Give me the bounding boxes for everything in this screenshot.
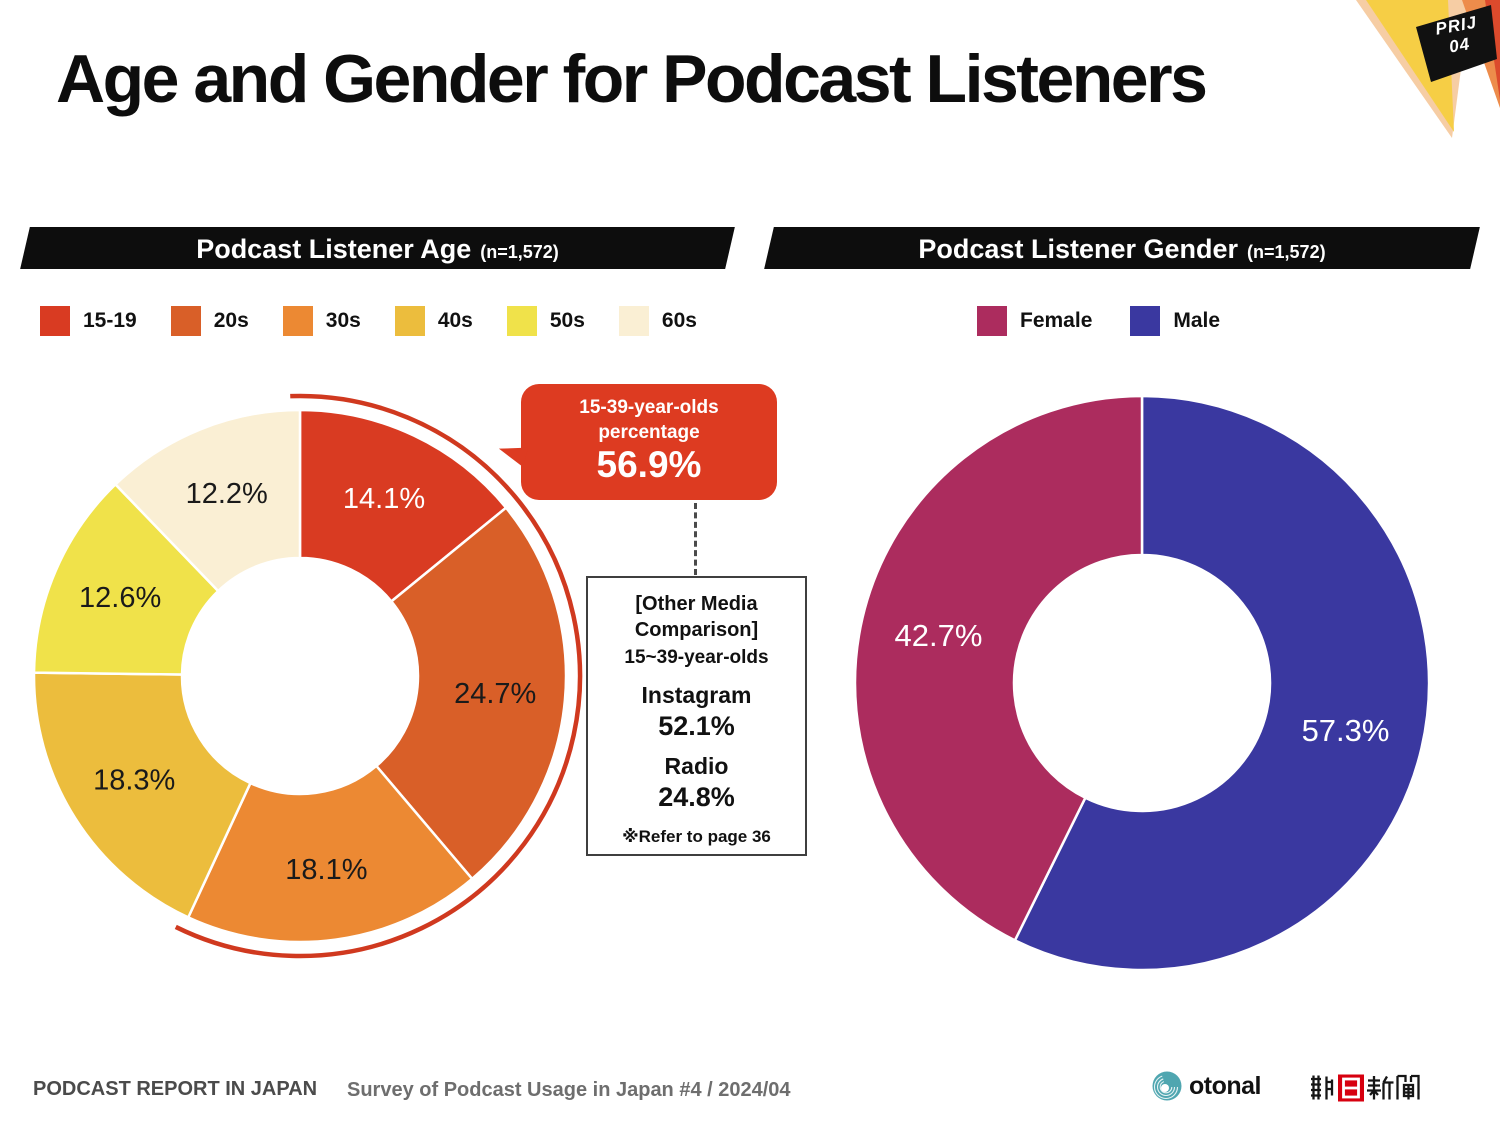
page-title: Age and Gender for Podcast Listeners <box>56 41 1208 117</box>
age-header-title: Podcast Listener Age <box>196 234 472 264</box>
corner-triangles-graphic <box>1356 0 1500 138</box>
asahi-wordmark-graphic <box>1311 1074 1420 1102</box>
age-legend-item-15-19: 15-19 <box>40 306 137 336</box>
gender-legend-item-Female: Female <box>977 306 1092 336</box>
age-legend-swatch-60s <box>618 306 649 336</box>
gender-legend-label-Female: Female <box>1020 309 1093 332</box>
age-legend-swatch-50s <box>506 306 537 336</box>
comparison-item2-value: 24.8% <box>658 782 735 812</box>
age-legend-item-60s: 60s <box>618 306 697 336</box>
age-legend-swatch-20s <box>170 306 201 336</box>
age-donut-segment-60s <box>113 408 302 593</box>
comparison-note: ※Refer to page 36 <box>622 827 771 846</box>
gender-donut-segment-Female <box>853 394 1144 943</box>
age-donut-value-label-50s: 12.6% <box>79 582 161 614</box>
age-donut-segment-15-19 <box>298 408 508 604</box>
gender-header-bar: Podcast Listener Gender (n=1,572) <box>764 227 1480 269</box>
asahi-glyph-1 <box>1311 1075 1334 1100</box>
age-donut-value-label-20s: 24.7% <box>454 678 536 710</box>
gender-donut-segment-Male <box>1013 394 1431 972</box>
other-media-comparison-box: [Other Media Comparison] 15~39-year-olds… <box>586 576 807 856</box>
age-donut-segment-50s <box>32 482 220 676</box>
age-legend-item-50s: 50s <box>506 306 585 336</box>
gender-donut-chart: 57.3% 42.7% <box>853 394 1431 972</box>
age-legend-item-20s: 20s <box>170 306 249 336</box>
age-legend: 15-19 20s 30s 40s 50s 60s <box>40 305 697 337</box>
footer-survey-label: Survey of Podcast Usage in Japan #4 / 20… <box>347 1079 791 1101</box>
gender-header-title: Podcast Listener Gender <box>918 234 1239 264</box>
age-header-bar: Podcast Listener Age (n=1,572) <box>20 227 735 269</box>
age-legend-label-60s: 60s <box>661 309 697 332</box>
asahi-shimbun-logo: 朝日新聞 <box>1308 1073 1420 1108</box>
asahi-glyph-4 <box>1396 1074 1420 1100</box>
age-legend-label-50s: 50s <box>549 309 585 332</box>
otonal-logo: otonal <box>1152 1071 1262 1101</box>
comparison-item2-name: Radio <box>664 753 729 779</box>
age-donut-value-label-30s: 18.1% <box>285 854 367 886</box>
age-donut-segment-20s <box>374 505 568 881</box>
age-donut-segment-30s <box>186 764 474 944</box>
age-legend-swatch-30s <box>282 306 313 336</box>
age-legend-item-40s: 40s <box>394 306 473 336</box>
comparison-title-line1: [Other Media <box>635 593 758 615</box>
age-legend-label-30s: 30s <box>325 309 361 332</box>
age-header-sample-size: (n=1,572) <box>480 242 559 262</box>
age-legend-label-40s: 40s <box>437 309 473 332</box>
age-donut-value-label-60s: 12.2% <box>186 478 268 510</box>
age-legend-item-30s: 30s <box>282 306 361 336</box>
age-donut-value-label-15-19: 14.1% <box>343 483 425 515</box>
comparison-item1-value: 52.1% <box>658 711 735 741</box>
age-legend-label-20s: 20s <box>213 309 249 332</box>
footer-report-title: PODCAST REPORT IN JAPAN <box>33 1078 318 1100</box>
gender-header-sample-size: (n=1,572) <box>1247 242 1326 262</box>
asahi-glyph-3 <box>1367 1075 1394 1100</box>
otonal-wordmark: otonal <box>1189 1071 1262 1100</box>
prij-badge-shape <box>1416 5 1497 82</box>
comparison-item1-name: Instagram <box>641 682 752 708</box>
gender-donut-value-label-Female: 42.7% <box>895 618 983 653</box>
callout-line1: 15-39-year-olds <box>579 397 719 418</box>
comparison-subtitle: 15~39-year-olds <box>624 647 769 668</box>
age-legend-swatch-15-19 <box>40 306 70 336</box>
age-legend-swatch-40s <box>394 306 425 336</box>
comparison-title-line2: Comparison] <box>634 619 759 641</box>
gender-donut-value-label-Male: 57.3% <box>1302 713 1390 748</box>
gender-legend-item-Male: Male <box>1130 306 1220 336</box>
callout-line2: percentage <box>598 422 700 443</box>
corner-decoration: PRIJ 04 <box>1350 0 1500 150</box>
age-donut-chart: 14.1% 24.7% 18.1% 18.3% 12.6% 12.2% <box>32 393 583 959</box>
age-donut-highlight-arc <box>174 393 583 959</box>
gender-legend-label-Male: Male <box>1173 309 1221 332</box>
callout-value: 56.9% <box>596 444 702 485</box>
asahi-glyph-2-red <box>1338 1074 1364 1102</box>
gender-legend: Female Male <box>977 305 1220 337</box>
age-donut-value-label-40s: 18.3% <box>93 765 175 797</box>
age-donut-segment-40s <box>32 671 253 920</box>
age-legend-label-15-19: 15-19 <box>83 309 137 332</box>
gender-legend-swatch-Male <box>1130 306 1161 336</box>
callout-connector-line <box>694 503 697 575</box>
age-highlight-callout: 15-39-year-olds percentage 56.9% <box>495 384 777 500</box>
otonal-disc-icon <box>1152 1071 1182 1101</box>
gender-legend-swatch-Female <box>977 306 1007 336</box>
